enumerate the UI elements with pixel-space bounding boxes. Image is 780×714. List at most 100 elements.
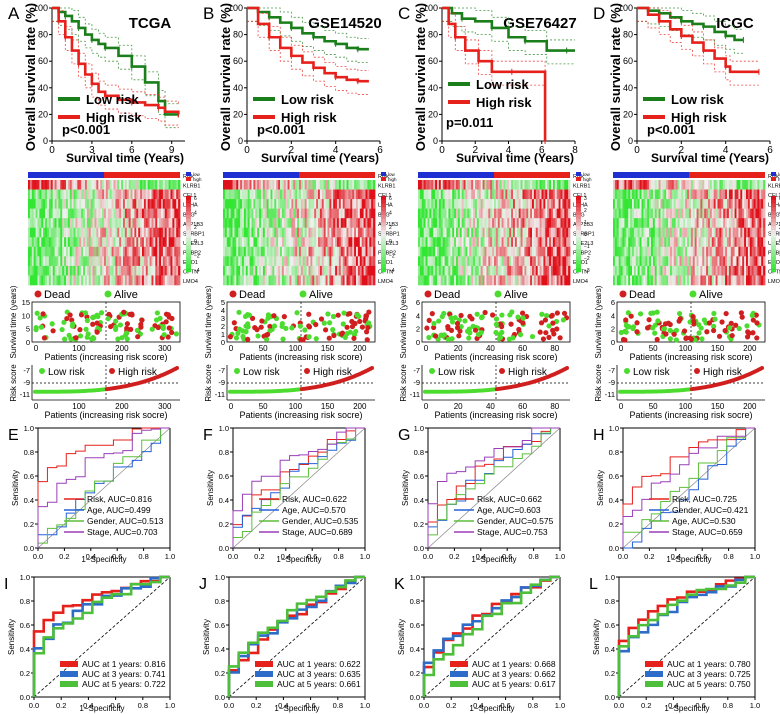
heat-cell: [361, 256, 364, 267]
risk-x-axis-label: Patients (increasing risk socre): [239, 410, 362, 420]
heat-cell: [535, 227, 539, 238]
heat-cell: [318, 237, 321, 248]
heat-cell: [304, 199, 307, 209]
heat-cell: [102, 256, 105, 267]
heat-cell: [645, 237, 648, 248]
heat-cell: [670, 275, 673, 286]
heat-cell: [234, 180, 237, 190]
heat-cell: [71, 199, 74, 209]
heat-cell: [651, 275, 654, 286]
km-x-axis-label: Survival time (Years): [66, 151, 184, 165]
heat-cell: [262, 180, 266, 190]
heat-cell: [452, 246, 455, 257]
troc-legend-label: AUC at 3 years: 0.662: [472, 669, 556, 679]
heat-cell: [107, 246, 111, 257]
heat-cell: [314, 227, 317, 238]
heat-cell: [88, 180, 92, 190]
km-x-tick-label: 4: [723, 145, 729, 156]
heat-cell: [702, 189, 705, 200]
heat-cell: [174, 180, 177, 190]
heat-cell: [641, 246, 644, 257]
heat-cell: [155, 256, 158, 267]
heat-cell: [337, 265, 340, 276]
heat-cell: [751, 246, 754, 257]
heat-cell: [174, 199, 177, 209]
heat-cell: [285, 199, 288, 209]
patient-dot: [347, 310, 353, 317]
heat-cell: [685, 227, 688, 238]
heat-cell: [124, 189, 128, 200]
heat-cell: [480, 237, 483, 248]
heat-cell: [738, 208, 741, 219]
heat-cell: [725, 208, 728, 219]
heat-cell: [291, 265, 294, 276]
heat-cell: [435, 246, 438, 257]
roc-y-tick-label: 0.0: [410, 693, 420, 702]
heat-cell: [713, 208, 716, 219]
heat-cell: [69, 275, 73, 286]
heat-cell: [58, 227, 61, 238]
heat-cell: [425, 256, 428, 267]
heat-cell: [556, 275, 559, 286]
heat-cell: [270, 246, 273, 257]
heat-cell: [514, 218, 518, 229]
heat-cell: [251, 208, 254, 219]
heat-cell: [645, 246, 648, 257]
heat-cell: [257, 227, 260, 238]
heat-cell: [85, 256, 88, 267]
heat-cell: [662, 246, 665, 257]
heat-scale-cell: [576, 222, 581, 227]
heat-cell: [419, 237, 423, 248]
heat-cell: [259, 275, 262, 286]
heat-cell: [352, 199, 355, 209]
heat-cell: [234, 237, 237, 248]
heat-cell: [234, 218, 237, 229]
patient-dot: [357, 318, 363, 325]
heat-cell: [486, 275, 489, 286]
heat-cell: [454, 246, 457, 257]
risk-score-plot: Low risk High risk-7-9-110 50 100 150 200Risk…: [204, 364, 375, 420]
patient-dot: [34, 310, 40, 316]
heat-cell: [109, 256, 112, 267]
heat-cell: [270, 237, 273, 248]
km-y-tick-label: 100: [228, 3, 243, 13]
heat-cell: [325, 218, 328, 229]
patient-dot: [119, 335, 125, 341]
troc-legend-swatch: [255, 671, 273, 677]
heat-cell: [314, 199, 317, 209]
patient-dot: [448, 315, 454, 321]
heat-cell: [88, 189, 92, 200]
heat-cell: [149, 265, 152, 276]
heat-cell: [616, 237, 620, 248]
heat-cell: [558, 227, 561, 238]
heat-cell: [704, 265, 707, 276]
heat-cell: [742, 227, 745, 238]
heat-cell: [115, 218, 118, 229]
heat-cell: [73, 237, 76, 248]
heat-cell: [143, 199, 147, 209]
heat-cell: [746, 208, 749, 219]
heat-cell: [614, 199, 618, 209]
roc-x-tick-label: 0.0: [228, 552, 238, 561]
heat-cell: [77, 227, 80, 238]
heat-cell: [639, 265, 642, 276]
heat-cell: [736, 189, 739, 200]
patient-dot: [754, 320, 760, 326]
heat-cell: [427, 237, 430, 248]
roc-x-tick-label: 0.8: [333, 701, 343, 710]
heat-cell: [711, 227, 715, 238]
heat-cell: [314, 246, 317, 257]
heat-cell: [541, 218, 544, 229]
heat-cell: [224, 237, 228, 248]
heat-cell: [626, 246, 629, 257]
heat-cell: [300, 208, 304, 219]
heat-scale-cell: [186, 237, 191, 242]
heat-cell: [285, 218, 288, 229]
heat-cell: [692, 189, 696, 200]
heat-cell: [251, 218, 254, 229]
heat-cell: [357, 265, 361, 276]
heat-cell: [297, 246, 300, 257]
heat-cell: [168, 227, 171, 238]
heat-cell: [450, 208, 453, 219]
patient-dot: [661, 326, 668, 332]
